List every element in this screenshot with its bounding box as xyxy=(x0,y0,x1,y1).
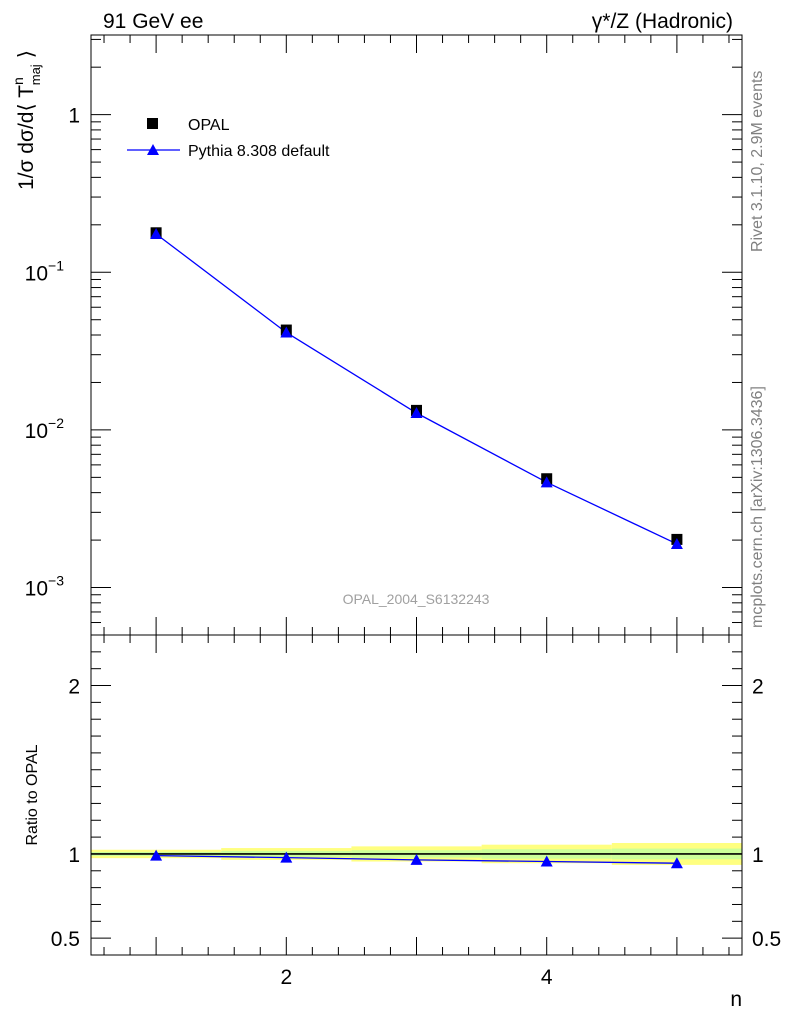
source-label: mcplots.cern.ch [arXiv:1306.3436] xyxy=(749,386,766,628)
y-tick-label-exp: −3 xyxy=(48,573,64,589)
ratio-y-tick-label: 2 xyxy=(68,676,80,699)
main-ylabel: 1/σ dσ/d⟨ Tn maj ⟩ xyxy=(10,50,43,190)
ratio-y-tick-label-right: 2 xyxy=(752,676,764,699)
ratio-marks-layer xyxy=(150,849,683,869)
main-ylabel-close: ⟩ xyxy=(15,50,38,58)
main-panel: 110−110−210−3 xyxy=(25,34,743,636)
ratio-y-tick-label: 1 xyxy=(68,844,80,867)
mc-point xyxy=(670,537,683,549)
y-tick-label-exp: −2 xyxy=(48,415,64,431)
y-tick-label-base: 10 xyxy=(25,420,48,443)
ratio-y-tick-label-right: 0.5 xyxy=(752,928,781,951)
main-marks-layer xyxy=(150,227,683,549)
ratio-point xyxy=(670,857,683,869)
ratio-point xyxy=(150,849,163,861)
y-tick-label-base: 10 xyxy=(25,262,48,285)
legend-data-label: OPAL xyxy=(188,117,230,134)
x-axis-label: n xyxy=(730,988,742,1011)
ratio-y-tick-label: 0.5 xyxy=(51,928,80,951)
legend-mc-label: Pythia 8.308 default xyxy=(188,143,330,160)
legend: OPAL Pythia 8.308 default xyxy=(127,117,330,160)
mc-point xyxy=(280,326,293,338)
y-tick-label: 10−1 xyxy=(25,257,65,285)
y-tick-label-exp: −1 xyxy=(48,257,64,273)
y-tick-label: 10−3 xyxy=(25,573,65,601)
y-tick-label: 10−2 xyxy=(25,415,65,443)
main-ylabel-sup: n xyxy=(10,77,26,85)
main-ylabel-sub: maj xyxy=(28,64,43,85)
mc-point xyxy=(410,407,423,419)
ratio-frame xyxy=(90,634,743,956)
header-right: γ*/Z (Hadronic) xyxy=(592,10,733,33)
mc-point xyxy=(540,476,553,488)
header-left: 91 GeV ee xyxy=(103,10,203,33)
y-tick-label: 1 xyxy=(68,105,80,128)
analysis-watermark: OPAL_2004_S6132243 xyxy=(343,591,490,607)
ratio-point xyxy=(540,855,553,867)
rivet-label: Rivet 3.1.10, 2.9M events xyxy=(749,71,766,252)
ratio-ticks-layer: 2 4 0.5 0.5 1 1 2 2 xyxy=(51,635,781,989)
ratio-y-tick-label-right: 1 xyxy=(752,844,764,867)
x-tick-label: 2 xyxy=(280,966,292,989)
ratio-ylabel: Ratio to OPAL xyxy=(24,744,41,845)
mc-series-line xyxy=(155,233,678,545)
ratio-point xyxy=(280,851,293,863)
main-ylabel-base: 1/σ dσ/d⟨ T xyxy=(15,85,38,190)
ratio-panel: 2 4 0.5 0.5 1 1 2 2 xyxy=(51,634,781,989)
main-ticks-layer: 110−110−210−3 xyxy=(25,35,742,636)
y-tick-label-base: 10 xyxy=(25,578,48,601)
ratio-point xyxy=(410,853,423,865)
mc-point xyxy=(150,227,163,239)
legend-data-marker xyxy=(147,118,158,129)
legend-mc-marker xyxy=(147,144,159,155)
x-tick-label: 4 xyxy=(541,966,553,989)
